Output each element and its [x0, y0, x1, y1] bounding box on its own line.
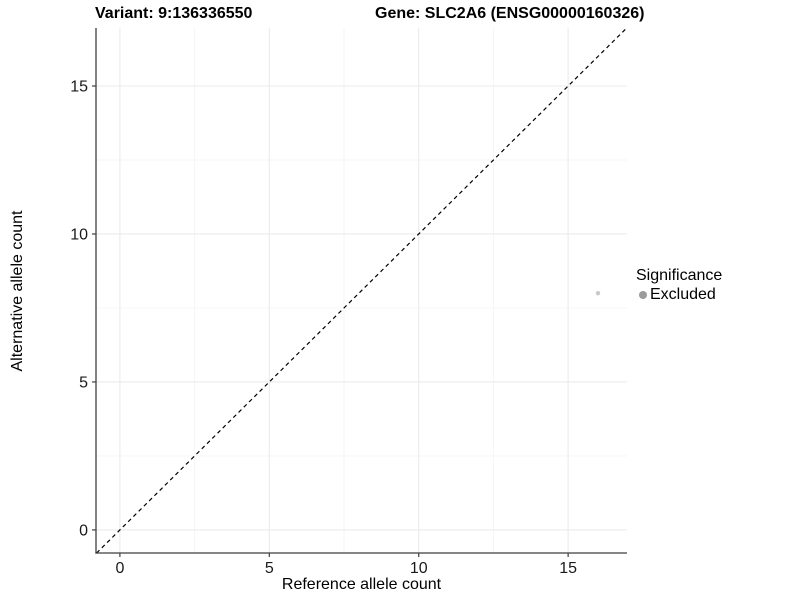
legend-item-excluded: Excluded — [639, 286, 722, 303]
x-tick-label: 10 — [410, 560, 428, 577]
y-axis-title: Alternative allele count — [9, 210, 26, 372]
x-tick-label: 5 — [265, 560, 274, 577]
legend-item-label: Excluded — [650, 286, 716, 303]
x-tick-label: 0 — [115, 560, 124, 577]
y-tick-label: 15 — [70, 79, 88, 96]
x-axis-title: Reference allele count — [281, 576, 442, 593]
x-tick-label: 15 — [559, 560, 577, 577]
plot-title-variant: Variant: 9:136336550 — [95, 5, 253, 22]
legend-title: Significance — [636, 267, 723, 284]
plot-title-gene: Gene: SLC2A6 (ENSG00000160326) — [375, 5, 645, 22]
legend-point-icon — [639, 290, 647, 299]
y-tick-label: 5 — [79, 374, 88, 391]
y-tick-label: 10 — [70, 226, 88, 243]
legend: Significance Excluded — [636, 267, 722, 303]
y-tick-label: 0 — [79, 522, 88, 539]
data-point — [595, 290, 601, 296]
identity-line — [96, 27, 628, 554]
